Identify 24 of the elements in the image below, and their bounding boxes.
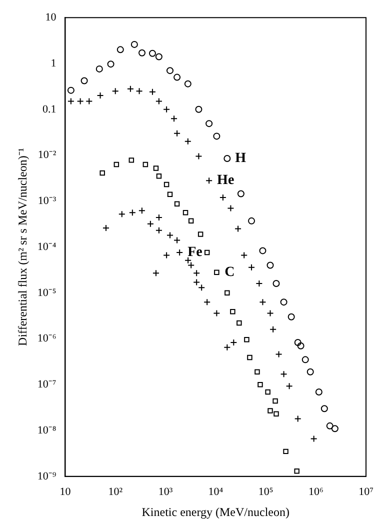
x-tick-label: 10² [108,486,124,498]
x-tick-label: 10 [60,486,72,498]
y-tick-label: 10⁻² [38,149,57,162]
series-label: Fe [188,245,202,260]
y-tick-label: 10⁻⁵ [37,286,56,299]
series-label: C [224,264,235,280]
x-tick-label: 10³ [158,486,174,498]
series-label: H [235,151,246,166]
x-tick-label: 10⁷ [358,486,374,498]
x-tick-label: 10⁴ [208,486,224,498]
y-tick-label: 1 [50,57,56,70]
x-tick-label: 10⁵ [258,486,274,498]
y-tick-label: 10⁻⁶ [37,332,56,345]
y-tick-label: 0.1 [42,103,56,116]
y-tick-label: 10⁻⁴ [37,240,56,253]
series-label: He [217,173,234,188]
y-tick-label: 10⁻⁹ [37,470,56,482]
x-axis-title: Kinetic energy (MeV/nucleon) [142,504,290,519]
y-tick-label: 10⁻⁷ [37,378,56,391]
y-tick-label: 10⁻⁸ [37,424,56,436]
y-tick-label: 10⁻³ [38,195,57,208]
x-tick-label: 10⁶ [308,486,324,498]
y-tick-label: 10 [45,11,57,24]
y-axis-title: Differential flux (m² sr s MeV/nucleon)⁻¹ [15,148,30,346]
